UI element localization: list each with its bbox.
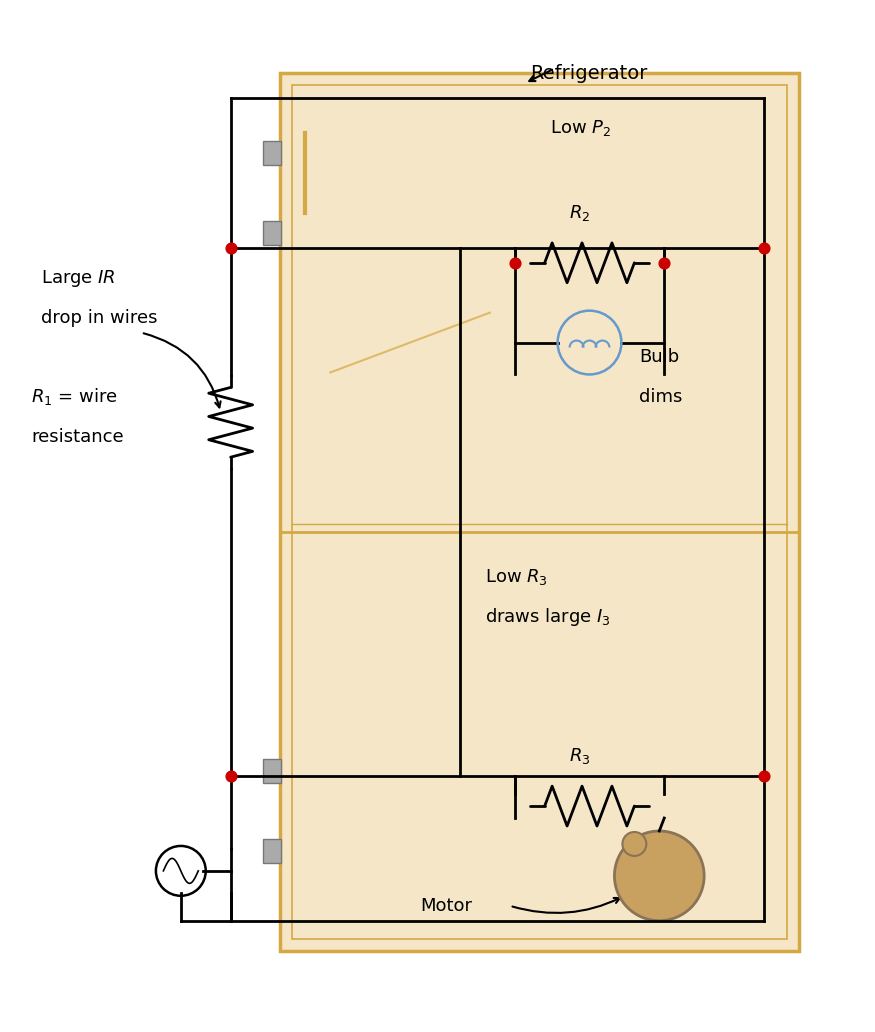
Text: Motor: Motor [420,897,472,914]
Text: dims: dims [640,388,682,407]
Point [657,255,671,271]
Text: $R_2$: $R_2$ [569,203,590,223]
Bar [262,839,281,863]
Text: Refrigerator: Refrigerator [529,64,648,83]
Text: Low $R_3$: Low $R_3$ [485,567,548,587]
Point [757,239,771,256]
Bar [262,141,281,165]
Circle shape [614,831,704,921]
Point [224,768,238,784]
Text: draws large $I_3$: draws large $I_3$ [485,606,611,627]
Text: drop in wires: drop in wires [41,309,158,326]
FancyBboxPatch shape [281,73,799,950]
Text: Large $IR$: Large $IR$ [41,267,116,289]
Text: Bulb: Bulb [640,349,680,366]
Point [757,768,771,784]
Text: resistance: resistance [31,428,124,446]
Bar [262,760,281,783]
Circle shape [622,832,647,856]
Point [507,255,522,271]
Text: $R_1$ = wire: $R_1$ = wire [31,386,118,408]
Point [224,239,238,256]
Text: Low $P_2$: Low $P_2$ [550,119,611,138]
Text: $R_3$: $R_3$ [569,746,591,766]
Bar [262,221,281,245]
